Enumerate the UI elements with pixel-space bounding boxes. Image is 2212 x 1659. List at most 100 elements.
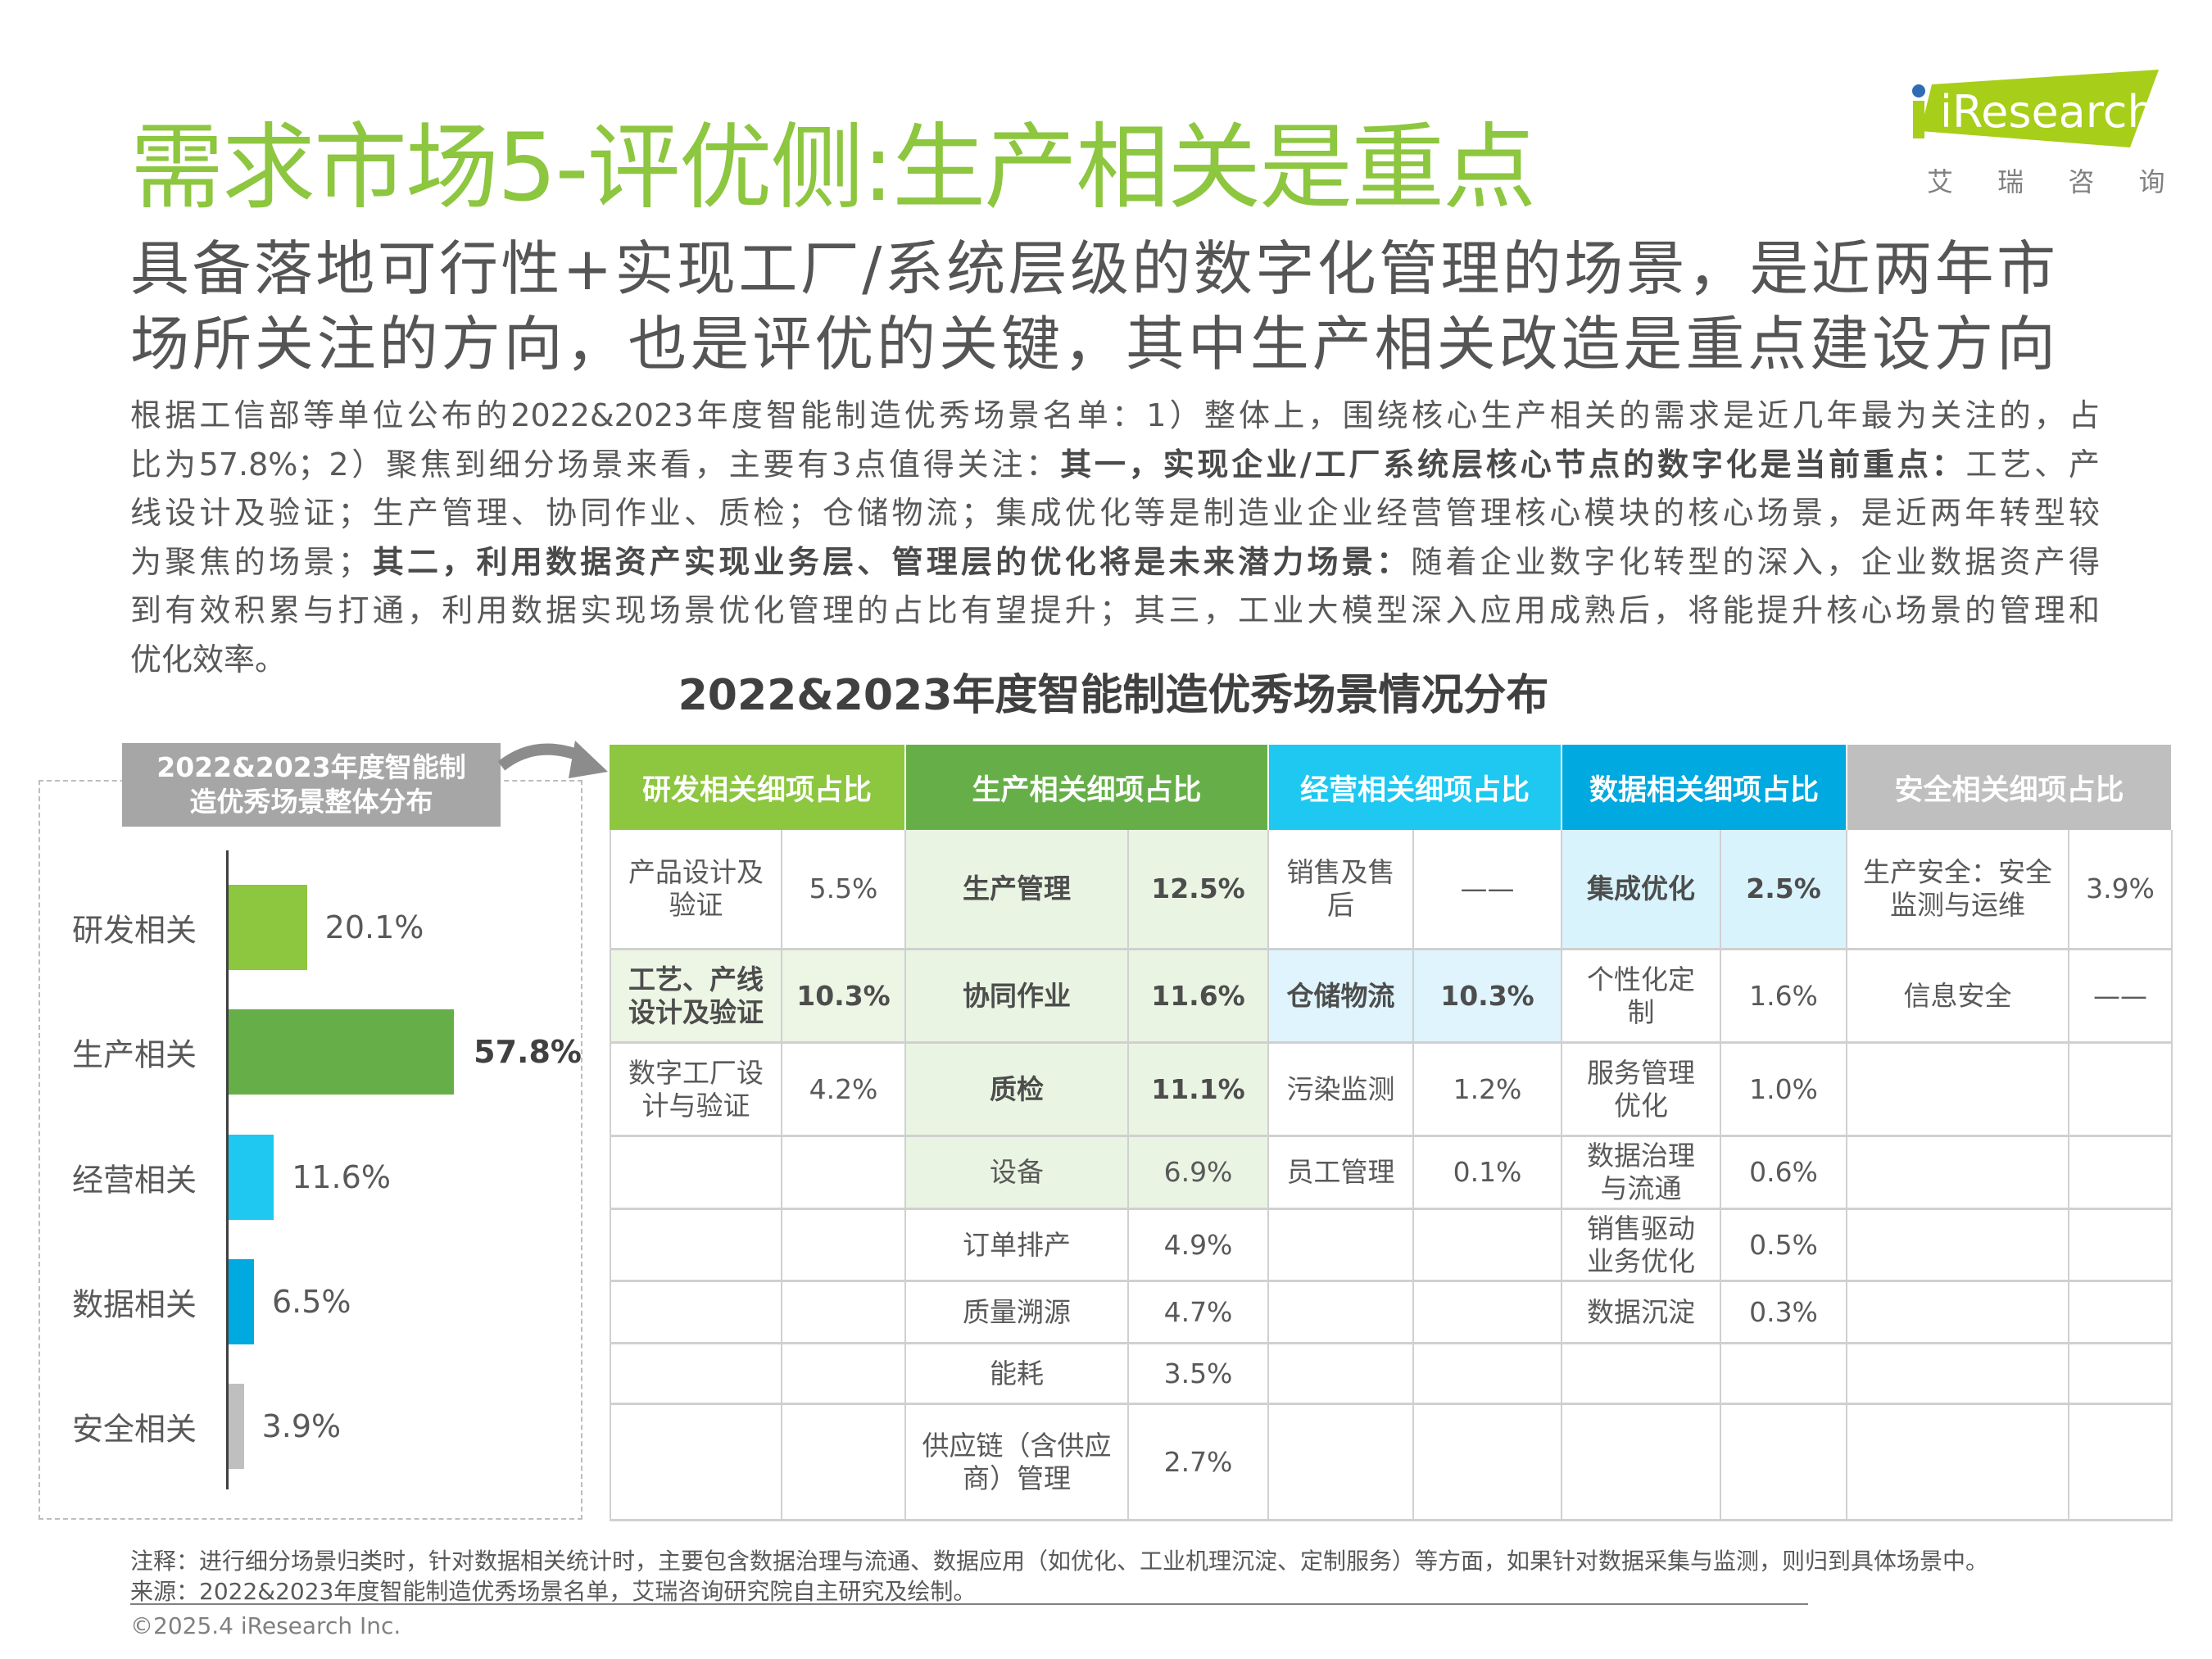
item-share: 0.5% bbox=[1749, 1228, 1818, 1261]
table-cell-item: 数据治理与流通 bbox=[1562, 1137, 1721, 1210]
logo-chinese-text: 艾 瑞 咨 询 bbox=[1927, 166, 2183, 197]
table-cell-share bbox=[2069, 1044, 2173, 1137]
bar-value-label: 20.1% bbox=[324, 909, 424, 945]
table-cell-share: 10.3% bbox=[1414, 950, 1562, 1044]
table-cell-share: 11.6% bbox=[1129, 950, 1269, 1044]
item-share: —— bbox=[2093, 979, 2147, 1012]
table-cell-share: 0.1% bbox=[1414, 1137, 1562, 1210]
table-cell-item bbox=[1562, 1405, 1721, 1521]
column-group-header: 生产相关细项占比 bbox=[906, 745, 1269, 830]
body-text: 线设计及验证；生产管理、协同作业、质检；仓储物流；集成优化等是制造业企业经营管理… bbox=[130, 495, 2100, 531]
table-cell-item: 产品设计及验证 bbox=[610, 830, 782, 950]
iresearch-logo: iResearch 艾 瑞 咨 询 bbox=[1909, 70, 2171, 217]
item-name: 数据治理与流通 bbox=[1587, 1140, 1695, 1204]
detail-table: 研发相关细项占比 产品设计及验证 5.5% 工艺、产线设计及验证 10.3% 数字工厂设计… bbox=[610, 745, 2173, 1521]
body-text: 根据工信部等单位公布的2022&2023年度智能制造优秀场景名单：1）整体上，围… bbox=[130, 397, 2100, 433]
table-cell-share: —— bbox=[2069, 950, 2173, 1044]
body-line: 优化效率。 bbox=[130, 636, 2100, 685]
footnote: 注释：进行细分场景归类时，针对数据相关统计时，主要包含数据治理与流通、数据应用（… bbox=[130, 1548, 1989, 1575]
item-name: 产品设计及验证 bbox=[628, 856, 764, 921]
item-name: 质量溯源 bbox=[963, 1295, 1071, 1328]
table-cell-share: 6.9% bbox=[1129, 1137, 1269, 1210]
table-cell-share: 1.6% bbox=[1721, 950, 1847, 1044]
table-cell-share bbox=[1721, 1405, 1847, 1521]
table-cell-share bbox=[782, 1282, 906, 1344]
item-share: 5.5% bbox=[809, 873, 878, 904]
table-cell-item: 协同作业 bbox=[906, 950, 1129, 1044]
item-name: 员工管理 bbox=[1286, 1156, 1395, 1188]
table-cell-item bbox=[1847, 1282, 2069, 1344]
item-share: 6.9% bbox=[1163, 1156, 1233, 1188]
table-cell-item bbox=[1847, 1344, 2069, 1405]
table-cell-share bbox=[2069, 1137, 2173, 1210]
table-cell-item: 销售及售后 bbox=[1269, 830, 1414, 950]
table-cell-share: 3.5% bbox=[1129, 1344, 1269, 1405]
item-share: 10.3% bbox=[796, 979, 891, 1012]
item-name: 质检 bbox=[990, 1072, 1044, 1105]
page-title: 需求市场5-评优侧:生产相关是重点 bbox=[130, 113, 1536, 222]
table-cell-item: 污染监测 bbox=[1269, 1044, 1414, 1137]
item-share: 3.5% bbox=[1163, 1357, 1233, 1389]
table-cell-share bbox=[2069, 1282, 2173, 1344]
table-cell-item: 个性化定制 bbox=[1562, 950, 1721, 1044]
item-name: 销售及售后 bbox=[1286, 856, 1395, 921]
table-cell-item bbox=[610, 1282, 782, 1344]
item-name: 服务管理优化 bbox=[1587, 1056, 1695, 1122]
body-line: 为聚焦的场景；其二，利用数据资产实现业务层、管理层的优化将是未来潜力场景：随着企… bbox=[130, 538, 2100, 587]
table-cell-share: 0.6% bbox=[1721, 1137, 1847, 1210]
table-cell-share: 4.9% bbox=[1129, 1210, 1269, 1282]
body-text: 工艺、产 bbox=[1965, 446, 2100, 483]
table-cell-share: 12.5% bbox=[1129, 830, 1269, 950]
table-cell-share bbox=[782, 1210, 906, 1282]
copyright: ©2025.4 iResearch Inc. bbox=[130, 1612, 401, 1639]
iresearch-logo-mark: iResearch bbox=[1912, 70, 2159, 147]
table-cell-item: 生产安全：安全监测与运维 bbox=[1847, 830, 2069, 950]
bar-category-label: 数据相关 bbox=[72, 1286, 197, 1323]
bar-category-label: 研发相关 bbox=[72, 912, 197, 949]
bar-category-label: 经营相关 bbox=[72, 1162, 197, 1199]
item-name: 协同作业 bbox=[963, 979, 1071, 1012]
table-cell-share: 5.5% bbox=[782, 830, 906, 950]
table-cell-share: 4.2% bbox=[782, 1044, 906, 1137]
body-line: 到有效积累与打通，利用数据实现场景优化管理的占比有望提升；其三，工业大模型深入应… bbox=[130, 587, 2100, 636]
body-paragraph: 根据工信部等单位公布的2022&2023年度智能制造优秀场景名单：1）整体上，围… bbox=[130, 392, 2100, 684]
table-cell-share bbox=[782, 1344, 906, 1405]
item-share: 3.9% bbox=[2086, 873, 2155, 904]
item-name: 订单排产 bbox=[963, 1228, 1071, 1261]
bar-value-label: 57.8% bbox=[474, 1034, 582, 1070]
table-cell-item: 质量溯源 bbox=[906, 1282, 1129, 1344]
table-cell-item: 供应链（含供应商）管理 bbox=[906, 1405, 1129, 1521]
item-name: 设备 bbox=[990, 1156, 1044, 1188]
bar bbox=[229, 1135, 274, 1220]
bar bbox=[229, 1259, 254, 1344]
item-name: 生产安全：安全监测与运维 bbox=[1863, 856, 2052, 921]
subtitle-line: 场所关注的方向，也是评优的关键，其中生产相关改造是重点建设方向 bbox=[130, 310, 2056, 378]
table-cell-share bbox=[1721, 1344, 1847, 1405]
table-cell-item: 信息安全 bbox=[1847, 950, 2069, 1044]
table-cell-item: 销售驱动业务优化 bbox=[1562, 1210, 1721, 1282]
item-share: 1.6% bbox=[1749, 979, 1818, 1012]
column-group-header: 研发相关细项占比 bbox=[610, 745, 906, 830]
body-text: 随着企业数字化转型的深入，企业数据资产得 bbox=[1411, 543, 2100, 580]
table-cell-item: 员工管理 bbox=[1269, 1137, 1414, 1210]
column-group-header: 经营相关细项占比 bbox=[1269, 745, 1562, 830]
footer-divider bbox=[130, 1603, 1808, 1605]
column-group-header: 数据相关细项占比 bbox=[1562, 745, 1847, 830]
bar-category-label: 安全相关 bbox=[72, 1411, 197, 1448]
table-cell-item bbox=[610, 1344, 782, 1405]
table-cell-share: 11.1% bbox=[1129, 1044, 1269, 1137]
table-cell-item bbox=[1562, 1344, 1721, 1405]
item-share: 11.1% bbox=[1151, 1072, 1245, 1105]
table-cell-share: —— bbox=[1414, 830, 1562, 950]
table-cell-item: 生产管理 bbox=[906, 830, 1129, 950]
item-name: 信息安全 bbox=[1903, 979, 2012, 1012]
item-name: 仓储物流 bbox=[1286, 979, 1395, 1012]
bar bbox=[229, 1384, 244, 1469]
table-cell-share bbox=[2069, 1210, 2173, 1282]
table-cell-item: 订单排产 bbox=[906, 1210, 1129, 1282]
table-cell-item: 质检 bbox=[906, 1044, 1129, 1137]
body-text: 到有效积累与打通，利用数据实现场景优化管理的占比有望提升；其三，工业大模型深入应… bbox=[130, 592, 2100, 628]
item-share: 0.1% bbox=[1453, 1156, 1522, 1188]
table-cell-item: 数字工厂设计与验证 bbox=[610, 1044, 782, 1137]
item-name: 销售驱动业务优化 bbox=[1587, 1212, 1695, 1277]
